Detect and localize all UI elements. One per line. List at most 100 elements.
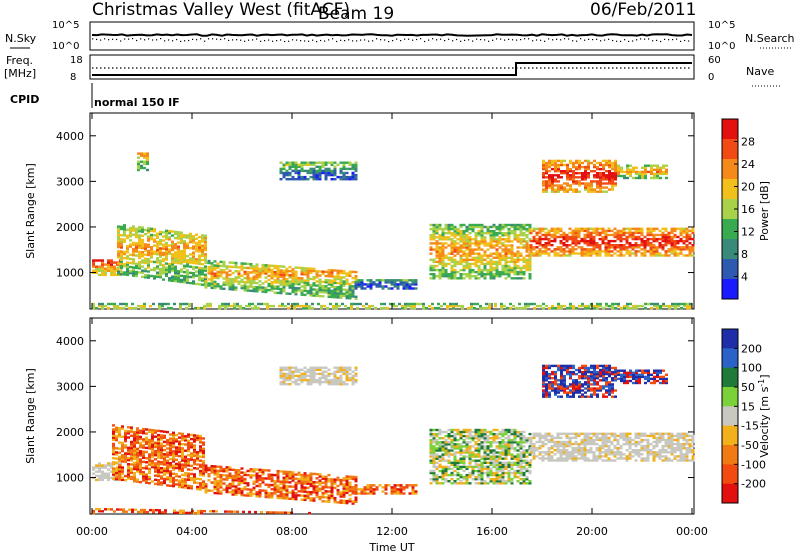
power-echo-cell	[493, 230, 496, 232]
power-echo-cell	[635, 250, 638, 252]
power-echo-cell	[226, 282, 229, 284]
velocity-echo-cell	[430, 429, 433, 431]
power-echo-cell	[241, 266, 244, 268]
nsearch-point	[224, 38, 225, 39]
power-echo-cell	[526, 244, 529, 246]
velocity-echo-cell	[178, 441, 181, 443]
power-echo-cell	[490, 226, 493, 228]
power-echo-cell	[629, 242, 632, 244]
power-echo-cell	[445, 263, 448, 265]
power-echo-cell	[104, 263, 107, 265]
nsearch-point	[348, 39, 349, 40]
power-echo-cell	[481, 232, 484, 234]
power-echo-cell	[126, 255, 129, 257]
power-echo-cell	[310, 284, 313, 286]
power-echo-cell	[554, 230, 557, 232]
power-echo-cell	[539, 252, 542, 254]
power-echo-cell	[343, 164, 346, 166]
power-echo-cell	[195, 283, 198, 285]
power-echo-cell	[92, 261, 95, 263]
power-echo-cell	[626, 303, 629, 305]
power-echo-cell	[569, 232, 572, 234]
velocity-echo-cell	[148, 447, 151, 449]
power-echo-cell	[529, 269, 532, 271]
velocity-echo-cell	[361, 490, 364, 492]
power-colorbar-swatch	[722, 179, 738, 200]
power-echo-cell	[614, 232, 617, 234]
power-echo-cell	[614, 166, 617, 168]
velocity-echo-cell	[301, 490, 304, 492]
power-echo-cell	[364, 287, 367, 289]
power-echo-cell	[590, 186, 593, 188]
nsearch-point	[160, 38, 161, 39]
power-echo-cell	[484, 250, 487, 252]
velocity-echo-cell	[238, 492, 241, 494]
power-echo-cell	[430, 228, 433, 230]
power-echo-cell	[183, 246, 186, 248]
power-echo-cell	[355, 174, 358, 176]
velocity-echo-cell	[295, 478, 298, 480]
velocity-echo-cell	[124, 444, 127, 446]
nsearch-point	[292, 39, 293, 40]
power-echo-cell	[313, 174, 316, 176]
power-echo-cell	[168, 238, 171, 240]
velocity-echo-cell	[133, 462, 136, 464]
power-echo-cell	[611, 250, 614, 252]
velocity-echo-cell	[247, 482, 250, 484]
power-echo-cell	[584, 248, 587, 250]
power-echo-cell	[530, 244, 533, 246]
power-echo-cell	[466, 244, 469, 246]
nsearch-point	[196, 39, 197, 40]
power-echo-cell	[508, 244, 511, 246]
power-echo-cell	[98, 266, 101, 268]
nsearch-point	[104, 38, 105, 39]
nsearch-point	[108, 39, 109, 40]
power-echo-cell	[364, 283, 367, 285]
power-echo-cell	[138, 263, 141, 265]
power-echo-cell	[355, 162, 358, 164]
velocity-echo-cell	[442, 466, 445, 468]
velocity-echo-cell	[154, 475, 157, 477]
velocity-echo-cell	[107, 479, 110, 481]
power-echo-cell	[430, 265, 433, 267]
velocity-echo-cell	[95, 464, 98, 466]
power-echo-cell	[256, 263, 259, 265]
power-echo-cell	[614, 240, 617, 242]
power-echo-cell	[454, 232, 457, 234]
power-echo-cell	[311, 303, 314, 305]
power-echo-cell	[95, 259, 98, 261]
power-echo-cell	[526, 248, 529, 250]
velocity-echo-cell	[181, 447, 184, 449]
velocity-echo-cell	[337, 489, 340, 491]
velocity-echo-cell	[160, 477, 163, 479]
power-colorbar-label: Power [dB]	[758, 181, 771, 241]
velocity-echo-cell	[112, 451, 115, 453]
power-echo-cell	[211, 279, 214, 281]
power-echo-cell	[605, 160, 608, 162]
velocity-echo-cell	[313, 473, 316, 475]
power-echo-cell	[177, 258, 180, 260]
power-echo-cell	[593, 246, 596, 248]
power-echo-cell	[584, 228, 587, 230]
nsearch-point	[332, 38, 333, 39]
power-echo-cell	[493, 240, 496, 242]
power-echo-cell	[171, 253, 174, 255]
velocity-echo-cell	[130, 449, 133, 451]
power-echo-cell	[379, 279, 382, 281]
power-echo-cell	[572, 188, 575, 190]
velocity-echo-cell	[226, 468, 229, 470]
velocity-echo-cell	[121, 442, 124, 444]
power-echo-cell	[689, 250, 692, 252]
power-echo-cell	[668, 234, 671, 236]
velocity-echo-cell	[124, 430, 127, 432]
power-echo-cell	[508, 228, 511, 230]
velocity-echo-cell	[136, 448, 139, 450]
velocity-echo-cell	[187, 446, 190, 448]
power-echo-cell	[293, 305, 296, 307]
velocity-echo-cell	[397, 484, 400, 486]
power-echo-cell	[596, 191, 599, 193]
velocity-echo-cell	[295, 473, 298, 475]
velocity-echo-cell	[262, 481, 265, 483]
power-echo-cell	[587, 230, 590, 232]
power-echo-cell	[170, 307, 173, 309]
